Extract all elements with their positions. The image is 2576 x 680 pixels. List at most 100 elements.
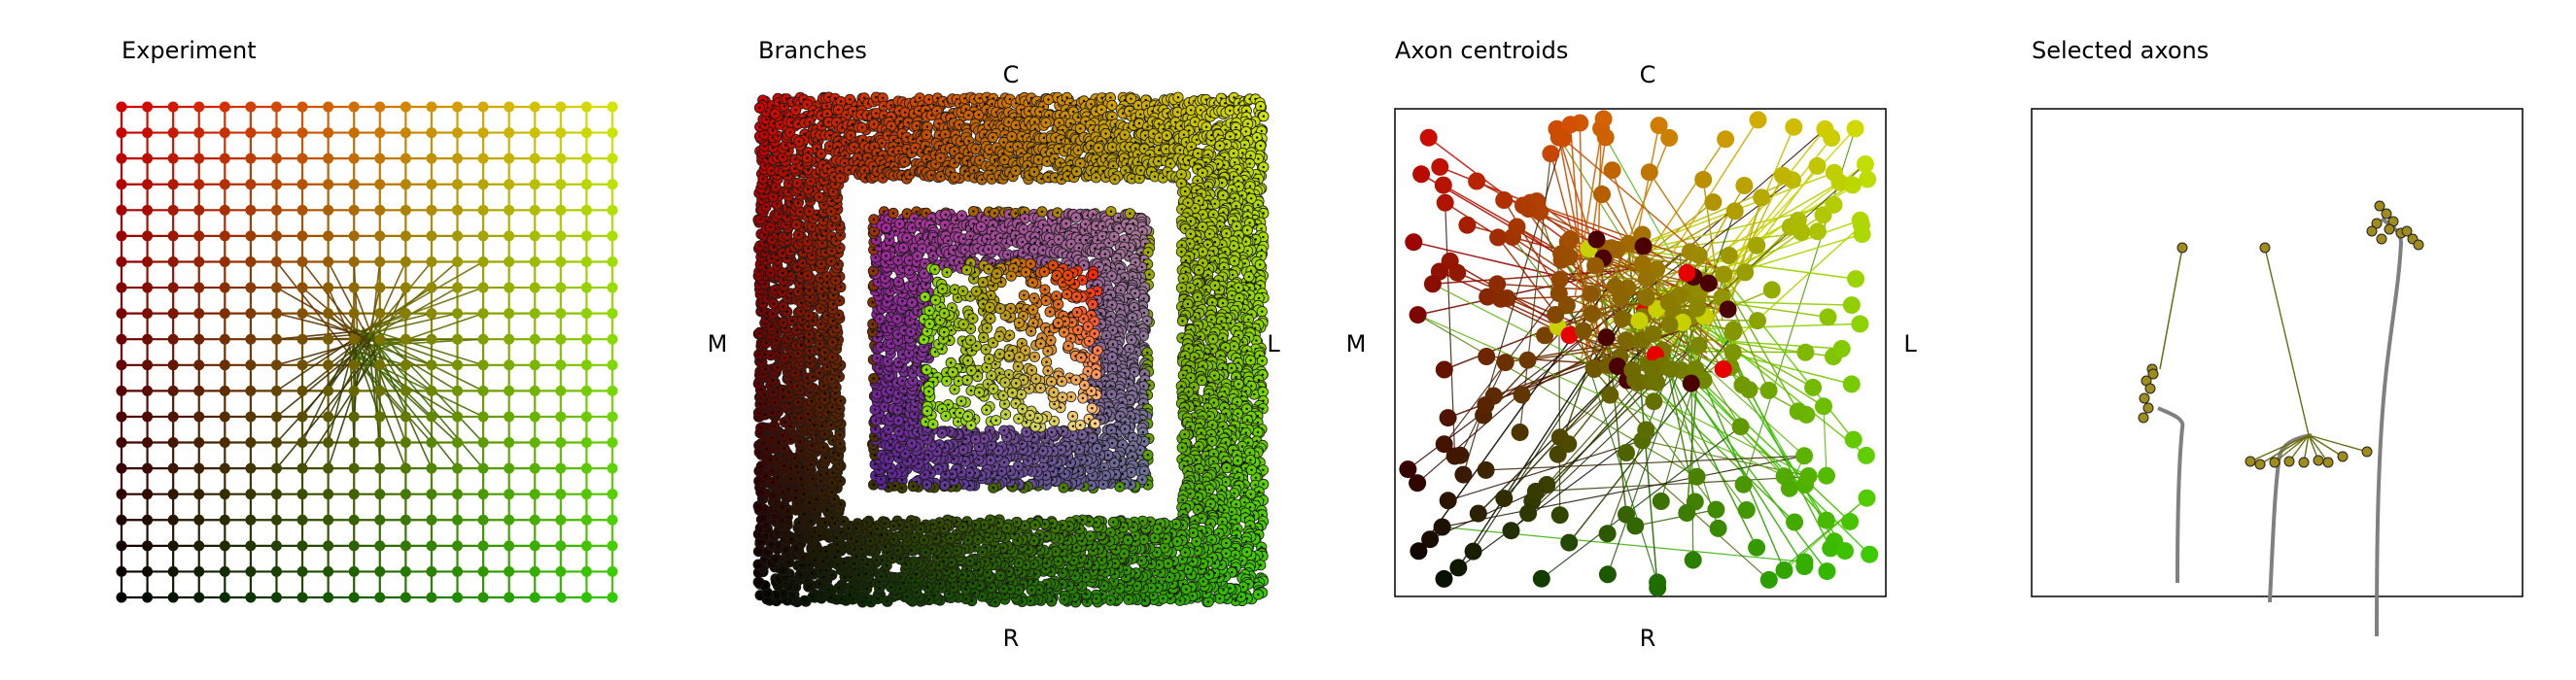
grid-node <box>580 462 592 474</box>
branch-node-core <box>1171 582 1174 585</box>
grid-node <box>426 359 437 371</box>
grid-node <box>400 514 411 526</box>
branch-node-core <box>1188 129 1191 132</box>
grid-node <box>452 204 464 216</box>
grid-node <box>219 514 230 526</box>
grid-node <box>607 540 618 552</box>
grid-node <box>504 127 515 139</box>
grid-node <box>323 540 334 552</box>
grid-node <box>348 204 360 216</box>
convergent-edge <box>301 260 358 333</box>
branch-node-core <box>794 109 797 112</box>
grid-node <box>116 255 127 267</box>
grid-node <box>348 565 360 577</box>
grid-node <box>270 565 282 577</box>
grid-node <box>167 462 179 474</box>
grid-node <box>245 411 257 423</box>
grid-node <box>219 540 230 552</box>
branch-node-core <box>757 506 761 509</box>
grid-node <box>323 359 334 371</box>
grid-node <box>245 308 257 320</box>
branch-node-core <box>1246 228 1249 232</box>
branch-node-core <box>835 120 838 124</box>
grid-node <box>426 437 437 449</box>
branch-node-core <box>763 241 767 244</box>
branch-node-core <box>778 352 782 355</box>
convergent-edge <box>360 312 406 333</box>
grid-node <box>193 153 205 164</box>
grid-node <box>193 411 205 423</box>
grid-node <box>374 411 386 423</box>
branch-node-core <box>1162 597 1165 600</box>
branch-node-core <box>875 95 878 99</box>
branch-node-core <box>872 122 876 126</box>
grid-node <box>374 333 386 345</box>
grid-node <box>580 514 592 526</box>
grid-node <box>270 230 282 242</box>
branch-node-core <box>1027 110 1030 113</box>
branch-node-core <box>1243 262 1246 265</box>
branch-node-core <box>1037 588 1041 592</box>
grid-node <box>529 540 540 552</box>
branch-node-core <box>1244 431 1248 434</box>
panel-branches: Branches C R M L <box>708 37 1281 652</box>
grid-node <box>607 127 618 139</box>
branch-node-core <box>772 312 775 316</box>
grid-node <box>142 282 154 293</box>
grid-node <box>219 204 230 216</box>
branch-node-core <box>766 220 769 222</box>
grid-node <box>167 514 179 526</box>
grid-node <box>452 385 464 396</box>
branch-node-core <box>1137 104 1140 107</box>
grid-node <box>400 592 411 603</box>
convergent-edge <box>362 326 407 443</box>
branch-node-core <box>811 595 815 598</box>
grid-node <box>529 282 540 293</box>
convergent-edge <box>354 337 407 469</box>
grid-node <box>580 565 592 577</box>
grid-node <box>219 462 230 474</box>
branch-node-core <box>757 550 760 553</box>
grid-node <box>477 308 489 320</box>
branch-node-core <box>889 104 892 107</box>
branch-node-core <box>1235 224 1238 228</box>
grid-node <box>426 565 437 577</box>
grid-node <box>116 204 127 216</box>
branch-node-core <box>1002 587 1005 591</box>
grid-node <box>219 101 230 113</box>
branch-node-core <box>1259 144 1263 148</box>
grid-node <box>142 437 154 449</box>
branch-node-core <box>1250 385 1253 388</box>
grid-node <box>374 514 386 526</box>
grid-node <box>219 179 230 190</box>
grid-node <box>580 153 592 164</box>
branch-node-core <box>1260 255 1263 257</box>
grid-node <box>323 514 334 526</box>
grid-node <box>504 489 515 500</box>
branch-node-core <box>763 164 767 167</box>
grid-node <box>400 540 411 552</box>
branch-node-core <box>1112 580 1115 583</box>
grid-node <box>323 489 334 500</box>
branch-node-core <box>883 105 886 108</box>
branch-node-core <box>1261 359 1264 362</box>
branch-node-core <box>1246 441 1250 444</box>
grid-node <box>193 127 205 139</box>
grid-node <box>374 255 386 267</box>
grid-node <box>116 127 127 139</box>
branch-node-core <box>1234 554 1237 557</box>
branch-node-core <box>771 129 775 132</box>
grid-node <box>555 101 567 113</box>
grid-node <box>400 230 411 242</box>
grid-node <box>374 385 386 396</box>
grid-node <box>219 385 230 396</box>
branch-node-core <box>883 114 886 118</box>
grid-node <box>555 592 567 603</box>
branch-node-core <box>774 289 777 291</box>
branch-node-core <box>1245 407 1248 411</box>
grid-node <box>426 385 437 396</box>
grid-node <box>504 411 515 423</box>
branch-node-core <box>776 366 780 369</box>
convergent-edge <box>301 353 378 469</box>
grid-node <box>400 565 411 577</box>
